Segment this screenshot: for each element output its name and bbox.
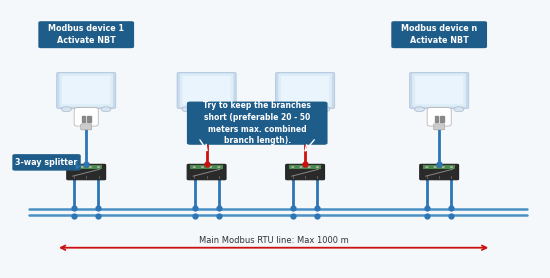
Circle shape (89, 166, 92, 168)
FancyBboxPatch shape (62, 76, 111, 104)
Circle shape (72, 166, 75, 168)
FancyBboxPatch shape (183, 76, 230, 104)
FancyBboxPatch shape (81, 124, 92, 130)
FancyBboxPatch shape (289, 165, 321, 169)
FancyBboxPatch shape (391, 21, 487, 48)
FancyBboxPatch shape (434, 124, 444, 130)
FancyBboxPatch shape (190, 165, 223, 169)
Circle shape (80, 166, 84, 168)
FancyBboxPatch shape (281, 76, 329, 104)
Circle shape (415, 107, 425, 112)
Text: 3-way splitter: 3-way splitter (15, 158, 78, 167)
FancyBboxPatch shape (70, 165, 102, 169)
FancyBboxPatch shape (187, 101, 328, 145)
FancyBboxPatch shape (201, 124, 212, 130)
FancyBboxPatch shape (415, 76, 463, 104)
FancyBboxPatch shape (285, 164, 324, 180)
Circle shape (450, 166, 453, 168)
Circle shape (97, 166, 100, 168)
Bar (306, 116, 310, 122)
FancyBboxPatch shape (423, 165, 455, 169)
FancyBboxPatch shape (39, 21, 134, 48)
Circle shape (433, 166, 437, 168)
Circle shape (217, 166, 221, 168)
Bar (435, 116, 438, 122)
FancyBboxPatch shape (410, 72, 469, 108)
Circle shape (291, 166, 294, 168)
Circle shape (182, 107, 192, 112)
Circle shape (192, 166, 196, 168)
FancyBboxPatch shape (67, 164, 106, 180)
Circle shape (307, 166, 311, 168)
Text: Try to keep the branches
short (preferable 20 - 50
meters max. combined
branch l: Try to keep the branches short (preferab… (204, 101, 311, 145)
FancyBboxPatch shape (293, 108, 317, 126)
FancyBboxPatch shape (427, 108, 451, 126)
Bar (440, 116, 443, 122)
Circle shape (299, 166, 303, 168)
Circle shape (316, 166, 319, 168)
Bar (82, 116, 85, 122)
Circle shape (62, 107, 72, 112)
FancyBboxPatch shape (57, 72, 116, 108)
Text: Main Modbus RTU line: Max 1000 m: Main Modbus RTU line: Max 1000 m (199, 235, 349, 245)
FancyBboxPatch shape (412, 73, 466, 107)
Circle shape (201, 166, 204, 168)
Bar (208, 116, 211, 122)
Text: Modbus device 1
Activate NBT: Modbus device 1 Activate NBT (48, 24, 124, 45)
FancyBboxPatch shape (12, 154, 81, 171)
Circle shape (454, 107, 464, 112)
FancyBboxPatch shape (59, 73, 113, 107)
FancyBboxPatch shape (74, 108, 98, 126)
FancyBboxPatch shape (195, 108, 219, 126)
Circle shape (320, 107, 329, 112)
Circle shape (209, 166, 212, 168)
FancyBboxPatch shape (180, 73, 233, 107)
FancyBboxPatch shape (300, 124, 311, 130)
Circle shape (425, 166, 428, 168)
FancyBboxPatch shape (187, 164, 226, 180)
Circle shape (280, 107, 290, 112)
FancyBboxPatch shape (177, 72, 236, 108)
Circle shape (442, 166, 445, 168)
FancyBboxPatch shape (278, 73, 332, 107)
Bar (87, 116, 91, 122)
Bar (301, 116, 304, 122)
Circle shape (221, 107, 231, 112)
Circle shape (101, 107, 111, 112)
Text: Modbus device n
Activate NBT: Modbus device n Activate NBT (401, 24, 477, 45)
Bar (202, 116, 206, 122)
FancyBboxPatch shape (420, 164, 459, 180)
FancyBboxPatch shape (276, 72, 334, 108)
